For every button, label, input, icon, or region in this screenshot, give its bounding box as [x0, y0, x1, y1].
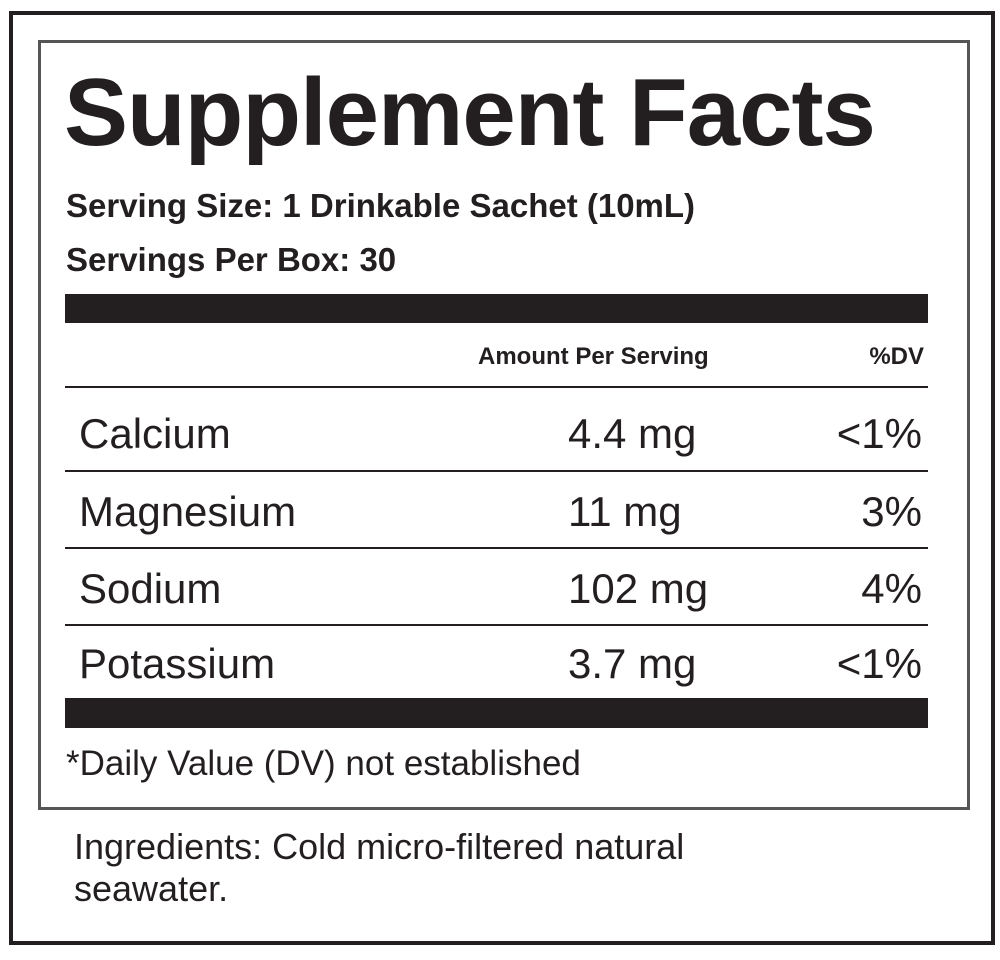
thick-divider — [65, 294, 928, 323]
nutrient-amount: 4.4 mg — [568, 410, 697, 457]
row-rule — [65, 470, 928, 472]
nutrient-name: Magnesium — [79, 488, 297, 535]
nutrient-amount: 3.7 mg — [568, 640, 697, 687]
nutrient-amount: 102 mg — [568, 565, 709, 612]
row-rule — [65, 547, 928, 549]
thick-divider — [65, 698, 928, 728]
label-outer-border — [9, 11, 995, 945]
table-row: Magnesium 11 mg 3% — [65, 474, 928, 550]
nutrient-amount: 11 mg — [568, 488, 682, 535]
serving-size: Serving Size: 1 Drinkable Sachet (10mL) — [66, 187, 696, 224]
nutrient-dv: 4% — [861, 565, 922, 612]
nutrient-dv: 3% — [861, 488, 922, 535]
amount-header: Amount Per Serving — [478, 343, 709, 370]
nutrient-dv: <1% — [836, 410, 922, 457]
ingredients: Ingredients: Cold micro-filtered natural… — [74, 826, 685, 909]
nutrient-dv: <1% — [836, 640, 922, 687]
dv-header: %DV — [869, 343, 924, 370]
row-rule — [65, 624, 928, 626]
facts-panel-border — [38, 40, 970, 810]
table-row: Potassium 3.7 mg <1% — [65, 626, 928, 702]
table-row: Calcium 4.4 mg <1% — [65, 396, 928, 472]
nutrient-name: Potassium — [79, 640, 276, 687]
header-rule — [65, 386, 928, 388]
facts-title: Supplement Facts — [64, 59, 876, 166]
table-row: Sodium 102 mg 4% — [65, 551, 928, 627]
dv-footnote: *Daily Value (DV) not established — [66, 744, 581, 783]
nutrient-name: Sodium — [79, 565, 222, 612]
servings-per-box: Servings Per Box: 30 — [66, 241, 397, 278]
nutrient-name: Calcium — [79, 410, 231, 457]
